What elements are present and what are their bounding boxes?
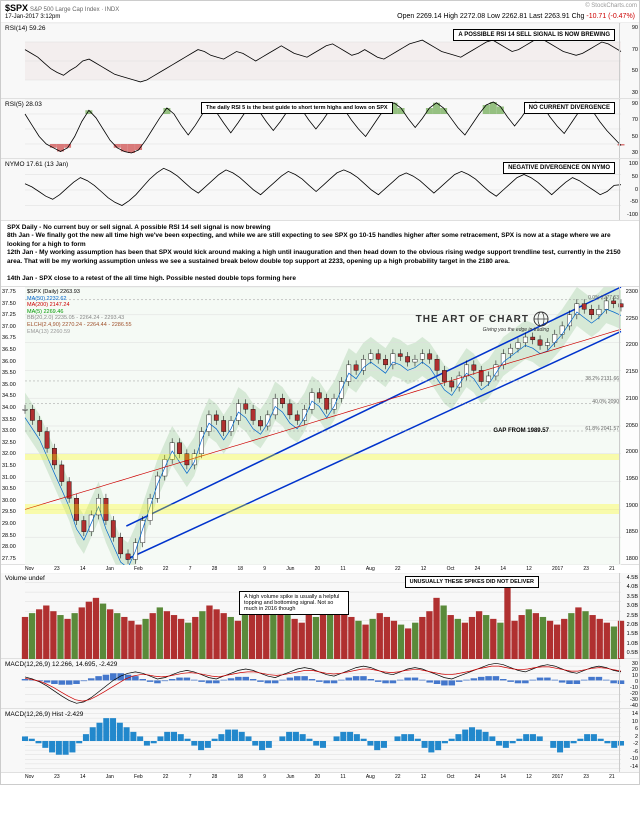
gap-band-2 bbox=[25, 504, 619, 514]
svg-text:38.2% 2131.66: 38.2% 2131.66 bbox=[585, 376, 619, 382]
macd1-label: MACD(12,26,9) 12.266, 14.695, -2.429 bbox=[5, 661, 117, 668]
macd2-yaxis: 141062-2-6-10-14 bbox=[619, 709, 639, 772]
x-axis-2: Nov2314JanFeb22728189Jun2011Aug2212Oct24… bbox=[1, 773, 639, 784]
last-val: 2263.91 bbox=[544, 13, 569, 20]
volume-panel: Volume undef UNUSUALLY THESE SPIKES DID … bbox=[1, 573, 639, 659]
vol-annot1: UNUSUALLY THESE SPIKES DID NOT DELIVER bbox=[405, 576, 539, 588]
nymo-label: NYMO 17.61 (13 Jan) bbox=[5, 161, 68, 168]
price-yaxis-left: 37.7537.5037.2537.0036.7536.5036.0035.50… bbox=[1, 287, 25, 564]
vol-yaxis: 4.5B4.0B3.5B3.0B2.5B2.0B1.5B1.0B0.5B bbox=[619, 573, 639, 658]
macd2-label: MACD(12,26,9) Hist -2.429 bbox=[5, 711, 83, 718]
chg-val: -10.71 (-0.47%) bbox=[586, 13, 635, 20]
gap-label: GAP FROM 1989.57 bbox=[493, 428, 549, 434]
x-axis-1: Nov2314JanFeb22728189Jun2011Aug2212Oct24… bbox=[1, 565, 639, 573]
rsi5-annot2: NO CURRENT DIVERGENCE bbox=[524, 102, 615, 114]
svg-text:40.0% 2090: 40.0% 2090 bbox=[592, 399, 619, 405]
chart-date: 17-Jan-2017 3:12pm bbox=[5, 14, 60, 20]
rsi5-yaxis: 90705030 bbox=[619, 99, 639, 158]
price-yaxis-right: 2300225022002150210020502000195019001850… bbox=[619, 287, 639, 564]
low-val: 2262.81 bbox=[502, 13, 527, 20]
macd2-svg bbox=[1, 709, 640, 773]
nymo-yaxis: 100500-50-100 bbox=[619, 159, 639, 220]
open-val: 2269.14 bbox=[416, 13, 441, 20]
macd1-panel: MACD(12,26,9) 12.266, 14.695, -2.429 302… bbox=[1, 659, 639, 709]
macd1-yaxis: 3020100-10-20-30-40 bbox=[619, 659, 639, 708]
rsi14-label: RSI(14) 59.26 bbox=[5, 25, 45, 32]
nymo-panel: NYMO 17.61 (13 Jan) NEGATIVE DIVERGENCE … bbox=[1, 159, 639, 221]
rsi5-annot1: The daily RSI 5 is the best guide to sho… bbox=[201, 102, 393, 114]
rsi5-label: RSI(5) 28.03 bbox=[5, 101, 42, 108]
globe-icon bbox=[533, 311, 549, 327]
rsi14-panel: RSI(14) 59.26 A POSSIBLE RSI 14 SELL SIG… bbox=[1, 23, 639, 99]
chart-logo: THE ART OF CHART Giving you the edge in … bbox=[416, 311, 549, 333]
indicator-legend: $SPX (Daily) 2263.93MA(50) 2232.62MA(200… bbox=[27, 289, 132, 335]
commentary-block: SPX Daily - No current buy or sell signa… bbox=[1, 221, 639, 287]
rsi14-annotation: A POSSIBLE RSI 14 SELL SIGNAL IS NOW BRE… bbox=[453, 29, 615, 41]
logo-tagline: Giving you the edge in trading bbox=[483, 327, 549, 333]
svg-text:0.0% 2277.53: 0.0% 2277.53 bbox=[588, 295, 619, 301]
ticker-desc: S&P 500 Large Cap Index · INDX bbox=[30, 7, 119, 13]
ohlc-bar: Open 2269.14 High 2272.08 Low 2262.81 La… bbox=[397, 13, 635, 20]
volume-svg bbox=[1, 573, 640, 659]
price-panel: 37.7537.5037.2537.0036.7536.5036.0035.50… bbox=[1, 287, 639, 565]
nymo-annotation: NEGATIVE DIVERGENCE ON NYMO bbox=[503, 162, 615, 174]
rsi14-yaxis: 90705030 bbox=[619, 23, 639, 98]
svg-text:61.8% 2041.57: 61.8% 2041.57 bbox=[585, 426, 619, 432]
macd2-panel: MACD(12,26,9) Hist -2.429 141062-2-6-10-… bbox=[1, 709, 639, 773]
rsi5-panel: RSI(5) 28.03 The daily RSI 5 is the best… bbox=[1, 99, 639, 159]
logo-text: THE ART OF CHART bbox=[416, 314, 529, 325]
stock-chart-container: $SPX S&P 500 Large Cap Index · INDX © St… bbox=[0, 0, 640, 785]
vol-annot2: A high volume spike is usually a helpful… bbox=[239, 591, 349, 615]
gap-band bbox=[25, 454, 619, 460]
ticker-symbol: $SPX bbox=[5, 3, 28, 13]
volume-label: Volume undef bbox=[5, 575, 45, 582]
watermark: © StockCharts.com bbox=[585, 3, 637, 9]
chart-header: $SPX S&P 500 Large Cap Index · INDX © St… bbox=[1, 1, 639, 23]
high-val: 2272.08 bbox=[460, 13, 485, 20]
